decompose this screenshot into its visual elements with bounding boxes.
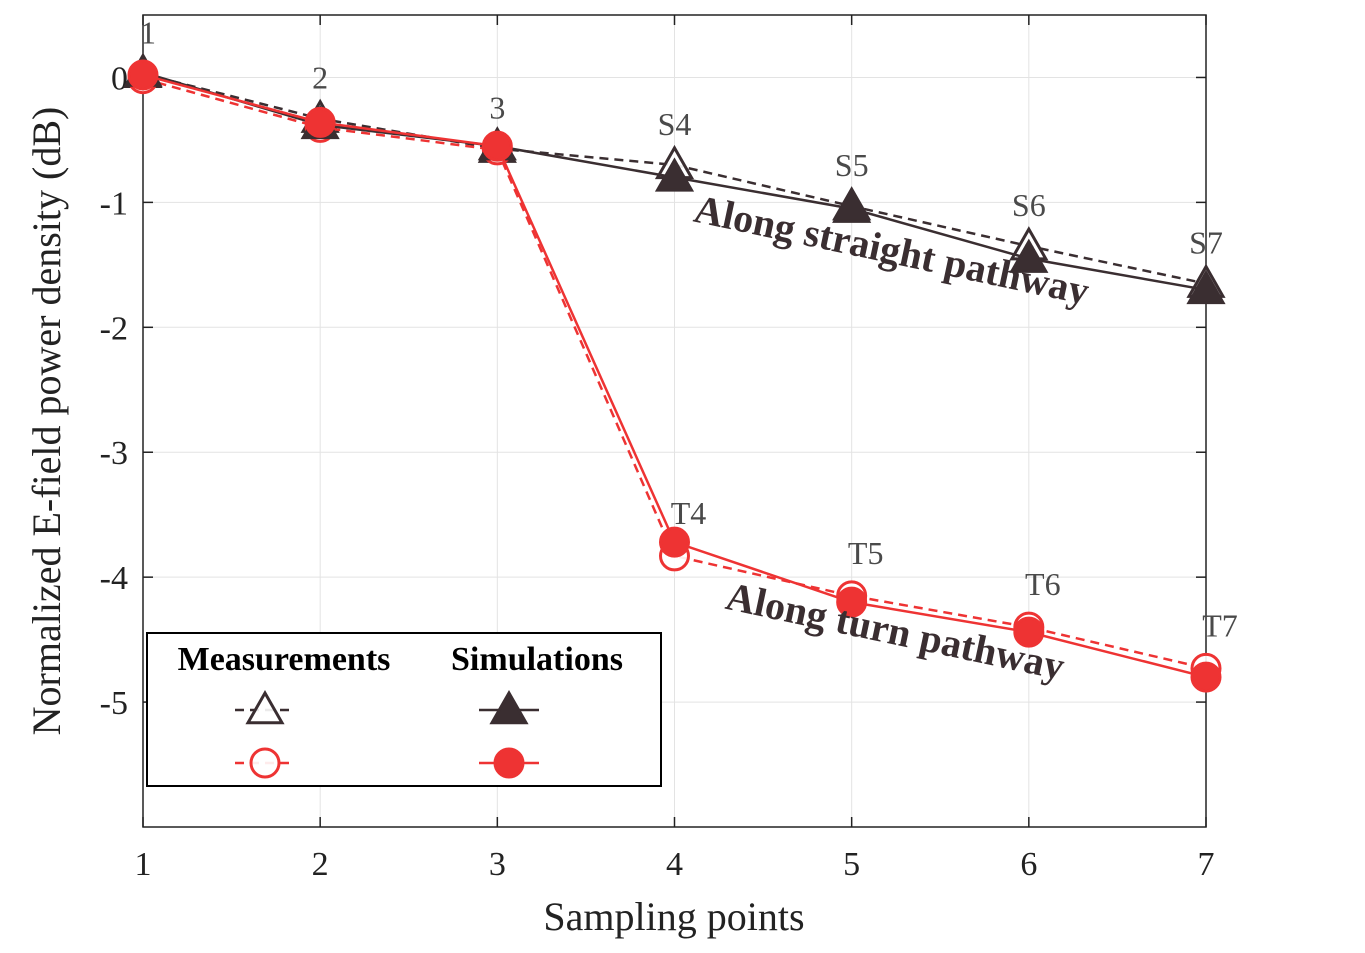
- y-tick-label: 0: [111, 60, 128, 97]
- data-point: [1186, 269, 1226, 305]
- legend-header-measurements: Measurements: [178, 641, 391, 678]
- point-label-straight: S7: [1189, 225, 1223, 261]
- legend-marker: [245, 689, 285, 725]
- y-tick-label: -1: [100, 185, 128, 222]
- data-point: [836, 586, 868, 618]
- data-point: [654, 157, 695, 192]
- data-point: [304, 106, 336, 138]
- x-tick-label: 5: [843, 846, 860, 883]
- point-label-straight: S6: [1012, 187, 1046, 223]
- legend-marker: [249, 747, 281, 779]
- legend-swatches: [235, 689, 539, 779]
- legend-swatch-2: [235, 747, 295, 779]
- data-point: [832, 188, 872, 223]
- point-label-straight: S4: [658, 106, 692, 142]
- x-tick-label: 6: [1020, 846, 1037, 883]
- x-tick-label: 2: [312, 846, 329, 883]
- y-axis-title: Normalized E-field power density (dB): [24, 107, 69, 736]
- legend-box: [146, 632, 662, 787]
- legend-swatch-0: [235, 689, 295, 725]
- x-tick-label: 3: [489, 846, 506, 883]
- y-tick-label: -2: [100, 310, 128, 347]
- y-tick-label: -3: [100, 435, 128, 472]
- series-3: [127, 59, 1222, 693]
- legend-swatch-1: [479, 689, 539, 725]
- point-label-straight: 2: [312, 60, 328, 96]
- axis-ticks: 1 2 3 4 5 6 7 0 -1 -2 -3 -4 -5: [100, 15, 1215, 883]
- point-label-straight: 1: [140, 15, 156, 51]
- point-label-straight: 3: [489, 90, 505, 126]
- data-point: [659, 526, 690, 558]
- data-point: [481, 130, 513, 162]
- point-label-turn: T7: [1202, 607, 1238, 643]
- legend-marker: [493, 747, 525, 779]
- data-point: [1013, 616, 1045, 648]
- legend-swatch-3: [479, 747, 539, 779]
- x-tick-label: 7: [1198, 846, 1215, 883]
- point-label-turn: T6: [1025, 566, 1061, 602]
- x-axis-title: Sampling points: [543, 894, 804, 939]
- legend-marker: [489, 689, 529, 725]
- y-tick-label: -5: [100, 685, 128, 722]
- x-tick-label: 1: [135, 846, 152, 883]
- data-point: [1190, 661, 1222, 693]
- point-label-straight: S5: [835, 147, 869, 183]
- point-label-turn: T5: [848, 535, 884, 571]
- x-tick-label: 4: [666, 846, 683, 883]
- point-labels: 1 2 3 S4 S5 S6 S7 T4 T5 T6 T7: [140, 15, 1238, 644]
- data-point: [127, 59, 159, 91]
- data-point: [1009, 238, 1049, 273]
- y-tick-label: -4: [100, 560, 128, 597]
- legend[interactable]: Measurements Simulations: [146, 632, 662, 787]
- series: [123, 52, 1226, 693]
- legend-header-simulations: Simulations: [451, 641, 623, 678]
- point-label-turn: T4: [671, 495, 707, 531]
